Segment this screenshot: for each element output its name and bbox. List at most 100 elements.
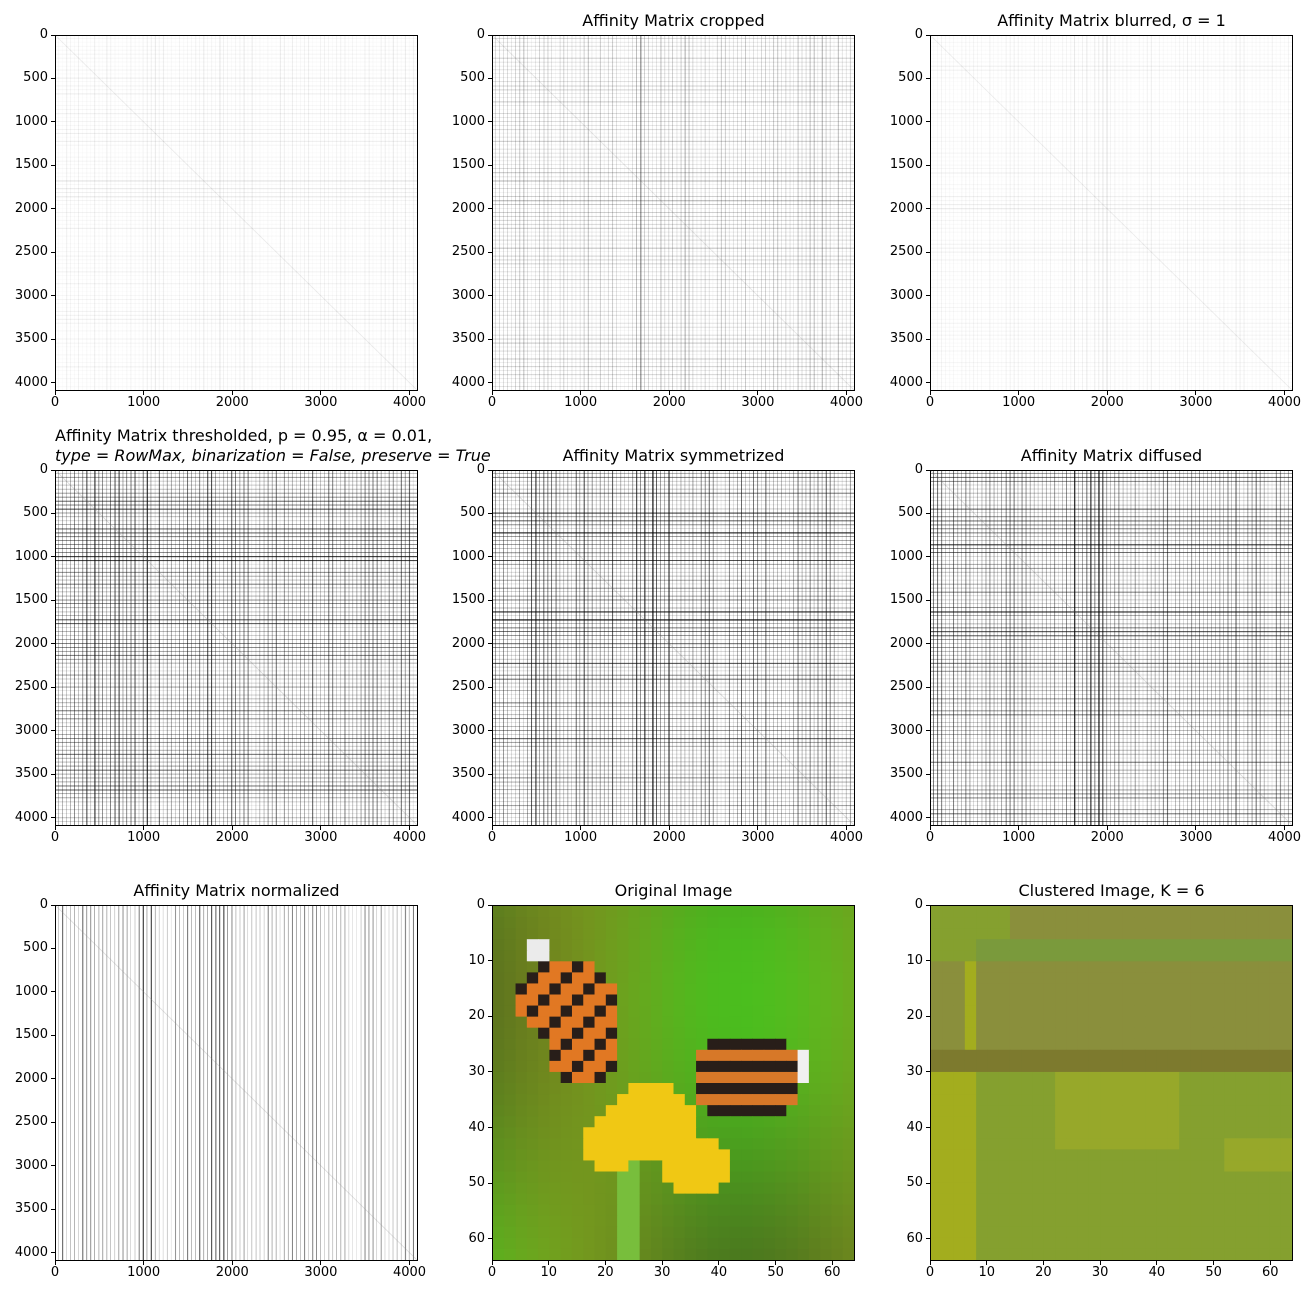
image-pixel: [617, 1237, 629, 1250]
image-pixel: [673, 1171, 686, 1184]
image-pixel: [763, 1105, 776, 1117]
image-pixel: [964, 972, 977, 984]
image-pixel: [752, 1237, 765, 1250]
matrix-row-line: [56, 370, 417, 371]
image-pixel: [976, 972, 988, 984]
image-pixel: [1280, 1071, 1292, 1084]
image-pixel: [976, 1171, 988, 1184]
matrix-col-line: [372, 906, 374, 1260]
matrix-row-line: [931, 809, 1292, 811]
image-pixel: [786, 1049, 799, 1062]
matrix-col-line: [1098, 36, 1100, 390]
matrix-row-line: [56, 698, 417, 700]
image-pixel: [549, 917, 562, 929]
matrix-col-line: [1255, 471, 1257, 825]
image-pixel: [1122, 1215, 1135, 1228]
image-pixel: [1055, 1138, 1067, 1150]
image-pixel: [1066, 1193, 1079, 1206]
image-pixel: [1201, 1149, 1214, 1161]
image-pixel: [560, 1071, 573, 1084]
image-pixel: [628, 1248, 641, 1260]
image-pixel: [842, 1182, 854, 1195]
image-pixel: [504, 1149, 517, 1161]
image-pixel: [526, 1226, 539, 1239]
image-pixel: [1145, 1060, 1158, 1073]
image-pixel: [786, 1005, 799, 1018]
matrix-row-line: [931, 251, 1292, 253]
image-pixel: [1111, 1138, 1124, 1150]
image-pixel: [786, 1094, 799, 1106]
x-tick-mark: [845, 391, 847, 395]
y-tick-mark: [926, 1127, 930, 1128]
image-pixel: [1201, 994, 1214, 1007]
image-pixel: [1280, 1094, 1292, 1106]
image-pixel: [583, 950, 596, 962]
image-pixel: [942, 1248, 955, 1260]
matrix-col-line: [845, 471, 847, 825]
x-tick-label: 1000: [564, 395, 598, 410]
image-pixel: [628, 1160, 641, 1172]
image-pixel: [650, 939, 663, 951]
image-pixel: [1258, 1027, 1270, 1040]
image-pixel: [729, 994, 742, 1007]
image-pixel: [1111, 1016, 1124, 1029]
image-pixel: [1246, 1138, 1259, 1150]
y-tick-label: 1500: [451, 592, 485, 608]
image-pixel: [1213, 1049, 1225, 1062]
image-pixel: [707, 917, 720, 929]
image-pixel: [729, 1248, 742, 1260]
image-pixel: [1145, 1160, 1158, 1172]
image-pixel: [526, 1215, 539, 1228]
matrix-row-line: [56, 567, 417, 569]
image-pixel: [571, 1193, 584, 1206]
image-pixel: [628, 1049, 641, 1062]
image-pixel: [1190, 1237, 1203, 1250]
image-pixel: [684, 972, 697, 984]
image-pixel: [976, 1182, 988, 1195]
matrix-col-line: [732, 36, 734, 390]
image-pixel: [1032, 1027, 1045, 1040]
image-pixel: [1145, 1127, 1158, 1139]
image-pixel: [998, 1105, 1011, 1117]
image-pixel: [1032, 917, 1045, 929]
image-pixel: [504, 1226, 517, 1239]
matrix-col-line: [1223, 36, 1225, 390]
image-pixel: [1032, 1182, 1045, 1195]
image-pixel: [1145, 1038, 1158, 1051]
image-pixel: [931, 950, 943, 962]
image-pixel: [953, 1038, 966, 1051]
y-tick-mark: [488, 77, 492, 79]
image-pixel: [1088, 1138, 1101, 1150]
matrix-col-line: [1166, 471, 1169, 825]
image-pixel: [571, 983, 584, 995]
image-pixel: [797, 1127, 810, 1139]
image-pixel: [594, 1038, 607, 1051]
image-pixel: [1269, 950, 1282, 962]
matrix-row-line: [56, 773, 417, 775]
matrix-col-line: [130, 36, 132, 390]
matrix-row-line: [931, 382, 1292, 383]
image-pixel: [1122, 950, 1135, 962]
image-pixel: [650, 950, 663, 962]
matrix-row-line: [56, 161, 417, 162]
image-pixel: [998, 1049, 1011, 1062]
image-pixel: [842, 1193, 854, 1206]
image-pixel: [628, 939, 641, 951]
matrix-col-line: [567, 471, 569, 825]
matrix-col-line: [187, 906, 189, 1260]
image-pixel: [1167, 994, 1180, 1007]
matrix-row-line: [931, 343, 1292, 344]
matrix-row-line: [56, 611, 417, 613]
matrix-row-line: [493, 227, 854, 229]
matrix-row-line: [56, 801, 417, 803]
image-pixel: [976, 1105, 988, 1117]
y-tick-mark: [488, 295, 492, 297]
matrix-col-line: [672, 36, 674, 390]
y-tick-mark: [488, 773, 492, 775]
image-pixel: [1145, 1116, 1158, 1128]
matrix-row-line: [931, 362, 1292, 364]
y-tick-label: 1000: [14, 548, 48, 564]
image-pixel: [1269, 1160, 1282, 1172]
image-pixel: [1246, 1116, 1259, 1128]
image-pixel: [1032, 1049, 1045, 1062]
